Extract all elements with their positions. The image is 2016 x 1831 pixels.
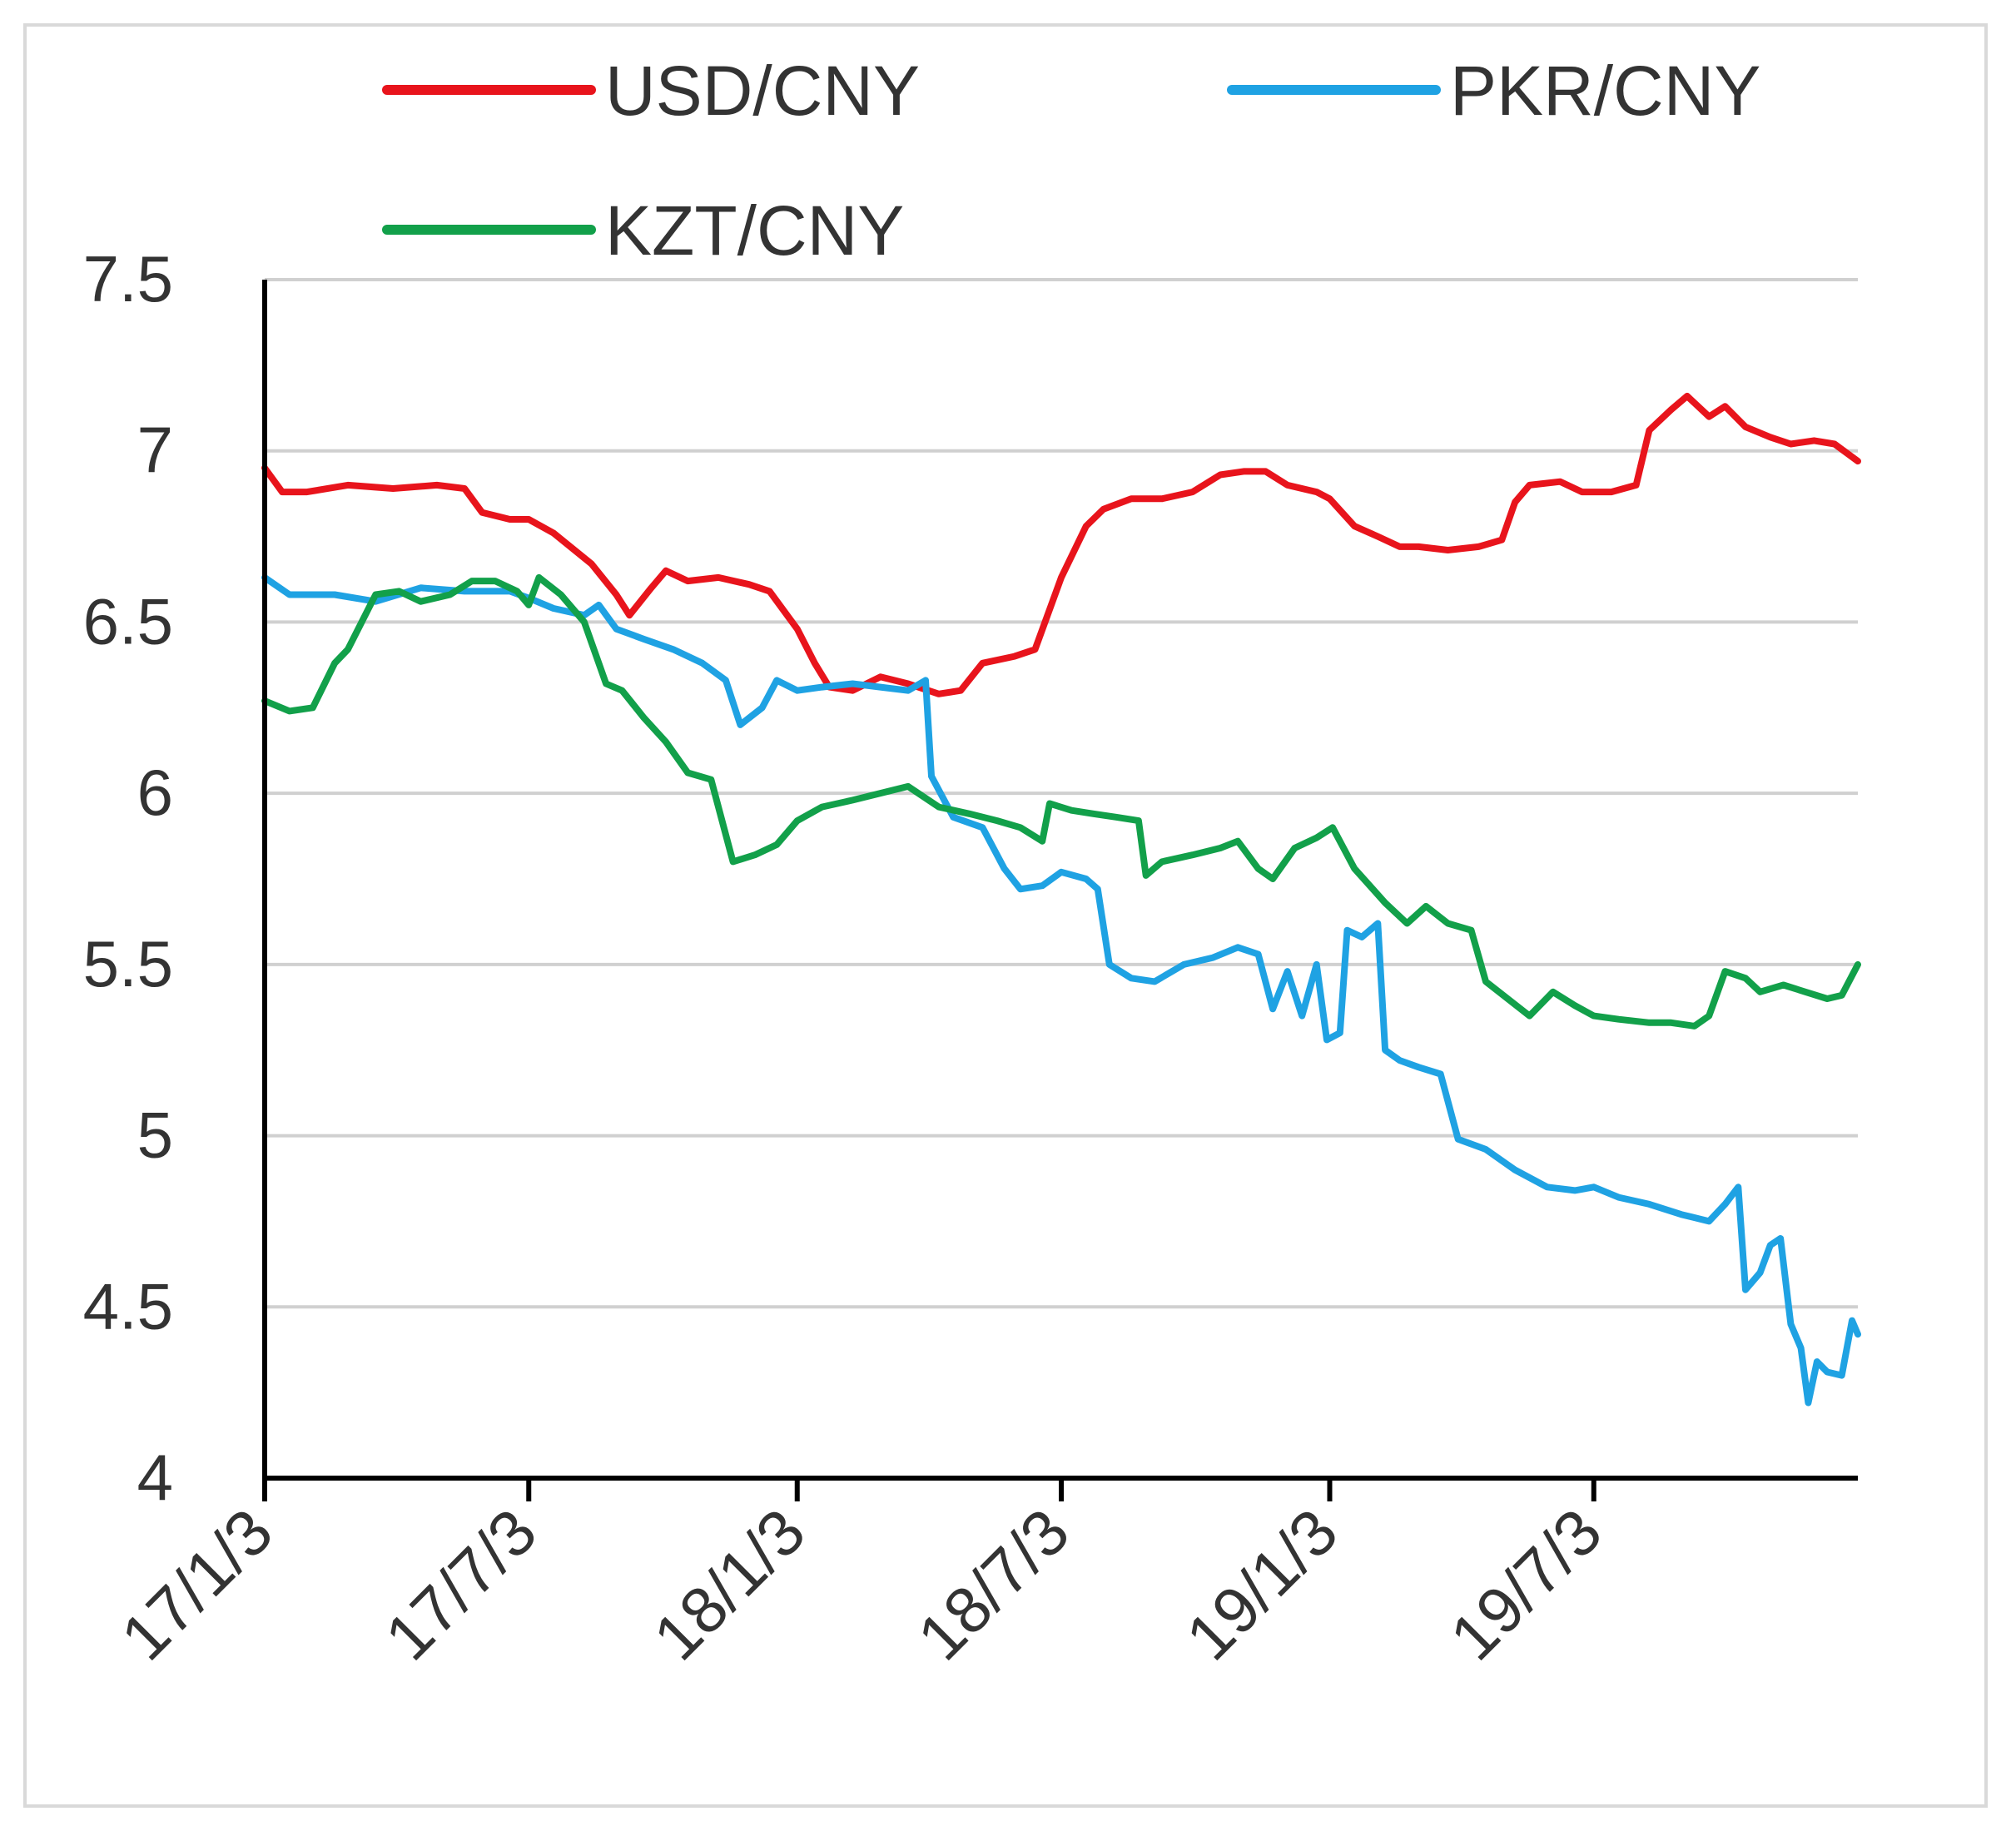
legend-entry: PKR/CNY [1227,52,1760,130]
x-tick-label: 17/7/3 [371,1495,551,1675]
y-tick-label: 5.5 [83,927,173,1000]
y-tick-label: 4.5 [83,1269,173,1342]
x-tick-label: 18/7/3 [903,1495,1083,1675]
gridlines [265,278,1858,1309]
y-tick-label: 5 [137,1099,173,1172]
y-tick-label: 4 [137,1441,173,1514]
series-line-usdcny [261,392,1861,697]
legend-entry: KZT/CNY [382,191,904,270]
y-tick-label: 7.5 [83,242,173,315]
x-tick-label: 17/1/3 [107,1495,286,1675]
y-axis-ticks: 4 4.5 5 5.5 6 6.5 7 7.5 [83,242,173,1514]
y-tick-label: 6 [137,756,173,829]
x-tick-label: 18/1/3 [639,1495,819,1675]
legend-label: USD/CNY [605,52,920,130]
series-line-pkrcny [261,573,1861,1407]
legend-label: PKR/CNY [1450,52,1760,130]
x-tick-label: 19/1/3 [1172,1495,1352,1675]
y-tick-label: 7 [137,414,173,487]
y-tick-label: 6.5 [83,584,173,657]
x-tick-label: 19/7/3 [1436,1495,1616,1675]
legend-entry: USD/CNY [382,52,920,130]
series-line-kztcny [261,573,1861,1030]
x-axis-ticks: 17/1/3 17/7/3 18/1/3 18/7/3 19/1/3 19/7/3 [107,1478,1616,1675]
legend: USD/CNY PKR/CNY KZT/CNY [382,52,1760,270]
axes [262,280,1858,1481]
legend-label: KZT/CNY [605,191,904,270]
chart-frame [23,23,1988,1808]
series-lines [261,392,1861,1407]
